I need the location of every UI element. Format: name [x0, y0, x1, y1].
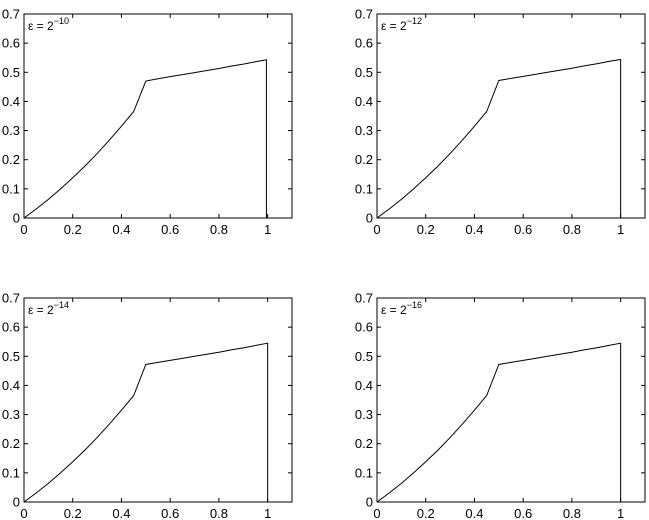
x-tick-label: 1 — [264, 506, 271, 520]
x-tick-label: 0.6 — [161, 222, 179, 237]
chart-panel: 0 0.2 0.4 0.6 0.8 1 0 0.1 0.2 0.3 0.4 0.5 0.6 0.7 ε = … — [2, 291, 293, 520]
y-tick-label: 0.7 — [355, 7, 373, 22]
x-tick-label: 1 — [617, 506, 624, 520]
x-tick-label: 0 — [20, 222, 27, 237]
y-tick-label: 0.2 — [2, 152, 20, 167]
y-tick-label: 0.7 — [2, 7, 20, 22]
x-tick-label: 0.4 — [112, 506, 130, 520]
y-tick-label: 0.4 — [2, 378, 20, 393]
series-line — [376, 58, 622, 219]
x-tick-label: 1 — [617, 222, 624, 237]
epsilon-annotation: ε = 2−16 — [381, 300, 422, 317]
x-tick-label: 0 — [373, 222, 380, 237]
y-tick-label: 0.2 — [355, 152, 373, 167]
y-tick-label: 0.3 — [355, 123, 373, 138]
x-tick-label: 0.6 — [514, 222, 532, 237]
x-tick-label: 0 — [373, 506, 380, 520]
y-tick-label: 0.7 — [2, 291, 20, 306]
x-tick-label: 0.2 — [417, 506, 435, 520]
y-tick-label: 0.6 — [355, 320, 373, 335]
y-tick-label: 0.5 — [355, 349, 373, 364]
epsilon-annotation: ε = 2−14 — [28, 300, 69, 317]
y-tick-label: 0.6 — [2, 36, 20, 51]
x-tick-label: 0.8 — [210, 222, 228, 237]
series-line — [376, 342, 622, 503]
chart-panel: 0 0.2 0.4 0.6 0.8 1 0 0.1 0.2 0.3 0.4 0.5 0.6 0.7 ε = … — [355, 291, 646, 520]
axes-frame — [376, 297, 646, 503]
y-tick-label: 0 — [13, 211, 20, 226]
y-tick-label: 0.4 — [355, 378, 373, 393]
axes-frame — [23, 297, 293, 503]
x-tick-label: 0.2 — [64, 222, 82, 237]
y-tick-label: 0.2 — [2, 436, 20, 451]
y-tick-label: 0.5 — [2, 349, 20, 364]
chart-panel: 0 0.2 0.4 0.6 0.8 1 0 0.1 0.2 0.3 0.4 0.5 0.6 0.7 ε = … — [2, 7, 293, 237]
y-tick-label: 0.7 — [355, 291, 373, 306]
y-tick-label: 0.2 — [355, 436, 373, 451]
y-tick-label: 0.3 — [355, 407, 373, 422]
epsilon-annotation: ε = 2−10 — [28, 16, 69, 33]
y-tick-label: 0.1 — [2, 181, 20, 196]
series-line — [23, 59, 267, 219]
x-tick-label: 0.2 — [417, 222, 435, 237]
series-line — [23, 342, 269, 503]
y-tick-label: 0.1 — [2, 465, 20, 480]
axes-frame — [376, 13, 646, 219]
x-tick-label: 0.4 — [112, 222, 130, 237]
y-tick-label: 0.1 — [355, 465, 373, 480]
y-tick-label: 0.4 — [355, 94, 373, 109]
y-tick-label: 0.1 — [355, 181, 373, 196]
x-tick-label: 0.8 — [563, 222, 581, 237]
y-tick-label: 0.5 — [355, 65, 373, 80]
x-tick-label: 0.4 — [465, 222, 483, 237]
y-tick-label: 0.4 — [2, 94, 20, 109]
x-tick-label: 0.6 — [161, 506, 179, 520]
x-tick-label: 0.6 — [514, 506, 532, 520]
x-tick-label: 0 — [20, 506, 27, 520]
epsilon-annotation: ε = 2−12 — [381, 16, 422, 33]
y-tick-label: 0.6 — [2, 320, 20, 335]
x-tick-label: 0.8 — [563, 506, 581, 520]
x-tick-label: 0.4 — [465, 506, 483, 520]
x-tick-label: 0.8 — [210, 506, 228, 520]
chart-panel: 0 0.2 0.4 0.6 0.8 1 0 0.1 0.2 0.3 0.4 0.5 0.6 0.7 ε = … — [355, 7, 646, 237]
y-tick-label: 0.3 — [2, 123, 20, 138]
y-tick-label: 0 — [13, 495, 20, 510]
y-tick-label: 0 — [366, 211, 373, 226]
y-tick-label: 0 — [366, 495, 373, 510]
x-tick-label: 1 — [264, 222, 271, 237]
y-tick-label: 0.6 — [355, 36, 373, 51]
axes-frame — [23, 13, 293, 219]
y-tick-label: 0.3 — [2, 407, 20, 422]
x-tick-label: 0.2 — [64, 506, 82, 520]
y-tick-label: 0.5 — [2, 65, 20, 80]
